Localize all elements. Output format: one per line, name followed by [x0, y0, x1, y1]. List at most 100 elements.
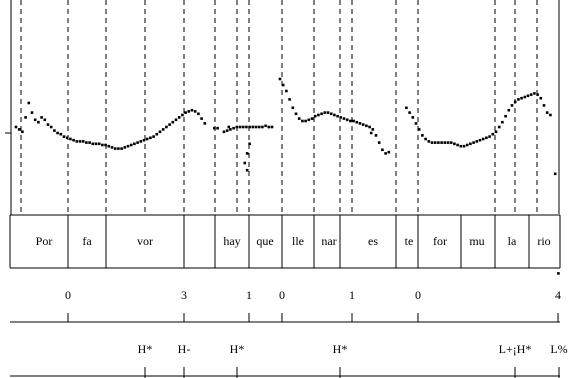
f0-point-3-31: [377, 141, 381, 144]
f0-point-0-38: [136, 141, 139, 144]
f0-point-4-25: [485, 136, 488, 140]
break-index-0-c: 0: [415, 288, 421, 302]
f0-point-1-4: [235, 125, 239, 129]
f0-point-0-39: [139, 140, 143, 143]
f0-point-4-12: [443, 141, 447, 144]
words-tier: Por fa vor hay que lle nar es te for mu …: [9, 214, 561, 269]
f0-point-1-7: [245, 125, 248, 129]
f0-point-4-27: [491, 132, 495, 136]
f0-point-4-5: [421, 134, 424, 137]
break-index-1-a: 1: [246, 288, 252, 302]
f0-point-0-58: [200, 117, 203, 120]
f0-point-0-21: [81, 140, 85, 143]
f0-point-0-45: [158, 130, 162, 134]
f0-point-1-3: [232, 126, 235, 130]
f0-point-4-17: [459, 144, 463, 148]
f0-point-3-17: [333, 113, 336, 117]
syllable-mu: mu: [469, 234, 484, 248]
f0-point-4-2: [411, 116, 415, 119]
f0-point-4-36: [520, 96, 523, 100]
f0-point-4-32: [507, 108, 511, 112]
f0-point-1-15: [270, 125, 274, 129]
f0-point-4-44: [545, 111, 549, 114]
f0-point-0-12: [53, 129, 56, 132]
f0-point-0-48: [168, 123, 171, 126]
f0-point-3-6: [297, 117, 301, 120]
break-index-0-b: 0: [279, 288, 285, 302]
f0-point-3-14: [323, 111, 327, 114]
f0-point-0-20: [78, 140, 82, 143]
pitch-boundary-lines: [20, 0, 560, 214]
f0-point-3-28: [368, 125, 371, 129]
f0-point-1-5: [238, 125, 242, 129]
f0-point-4-38: [526, 94, 530, 98]
f0-point-3-22: [349, 119, 352, 123]
f0-point-0-16: [65, 136, 69, 140]
f0-point-0-47: [165, 125, 168, 129]
f0-point-4-6: [424, 137, 427, 141]
f0-point-3-25: [358, 122, 362, 125]
f0-point-0-9: [43, 118, 47, 122]
f0-point-0-37: [133, 142, 136, 146]
f0-point-0-29: [107, 144, 111, 148]
tone-h-star-2: H*: [230, 342, 245, 356]
f0-point-0-23: [88, 141, 91, 144]
f0-point-0-17: [69, 137, 72, 141]
syllable-es: es: [368, 234, 378, 248]
f0-point-0-52: [181, 113, 184, 117]
tone-h-minus: H-: [178, 342, 191, 356]
tone-h-star-3: H*: [333, 342, 348, 356]
f0-point-0-50: [174, 118, 178, 122]
f0-point-0-1: [17, 128, 21, 131]
f0-point-3-19: [339, 116, 343, 119]
f0-point-3-24: [355, 120, 359, 124]
break-index-3: 3: [181, 288, 187, 302]
f0-point-0-6: [33, 118, 37, 122]
f0-point-3-2: [285, 89, 288, 93]
f0-point-4-31: [504, 114, 507, 118]
f0-point-1-10: [254, 125, 258, 129]
f0-point-0-43: [152, 135, 155, 138]
f0-isolated-point-5: [553, 172, 557, 176]
f0-point-2-0: [243, 161, 247, 165]
f0-point-4-43: [542, 104, 546, 107]
f0-point-1-8: [248, 125, 251, 129]
f0-point-4-10: [437, 141, 440, 144]
f0-point-0-18: [72, 138, 75, 142]
f0-point-3-34: [387, 150, 391, 154]
f0-point-4-1: [408, 111, 411, 114]
f0-point-4-26: [488, 135, 491, 138]
f0-point-0-40: [142, 138, 146, 142]
f0-point-3-3: [288, 98, 291, 101]
f0-point-4-8: [430, 141, 434, 144]
f0-point-4-35: [517, 98, 520, 101]
f0-point-1-12: [261, 125, 264, 129]
syllable-fa: fa: [82, 234, 92, 248]
f0-isolated-point-0: [213, 126, 216, 130]
f0-point-3-1: [281, 83, 285, 87]
f0-point-3-7: [301, 119, 304, 123]
f0-point-0-13: [56, 131, 59, 135]
f0-point-0-53: [184, 111, 187, 114]
f0-point-1-11: [257, 125, 261, 129]
f0-point-4-13: [446, 141, 450, 144]
f0-point-0-51: [177, 116, 181, 119]
f0-point-0-4: [27, 101, 31, 105]
break-index-tier: 0 3 1 0 1 0 4: [10, 288, 561, 323]
f0-point-0-5: [30, 111, 34, 114]
syllable-hay: hay: [223, 234, 240, 248]
f0-point-0-10: [46, 123, 50, 126]
f0-point-3-10: [310, 117, 314, 120]
f0-point-3-0: [278, 77, 282, 81]
f0-point-0-54: [187, 110, 191, 113]
f0-point-4-30: [501, 120, 504, 124]
syllable-vor: vor: [137, 234, 153, 248]
f0-point-4-34: [513, 100, 517, 104]
break-index-4: 4: [555, 288, 561, 302]
f0-point-0-19: [75, 140, 79, 143]
syllable-rio: rio: [537, 234, 550, 248]
tone-l-plus-h-star: L+¡H*: [499, 342, 532, 356]
f0-point-0-30: [110, 146, 114, 149]
f0-point-0-25: [94, 142, 98, 146]
